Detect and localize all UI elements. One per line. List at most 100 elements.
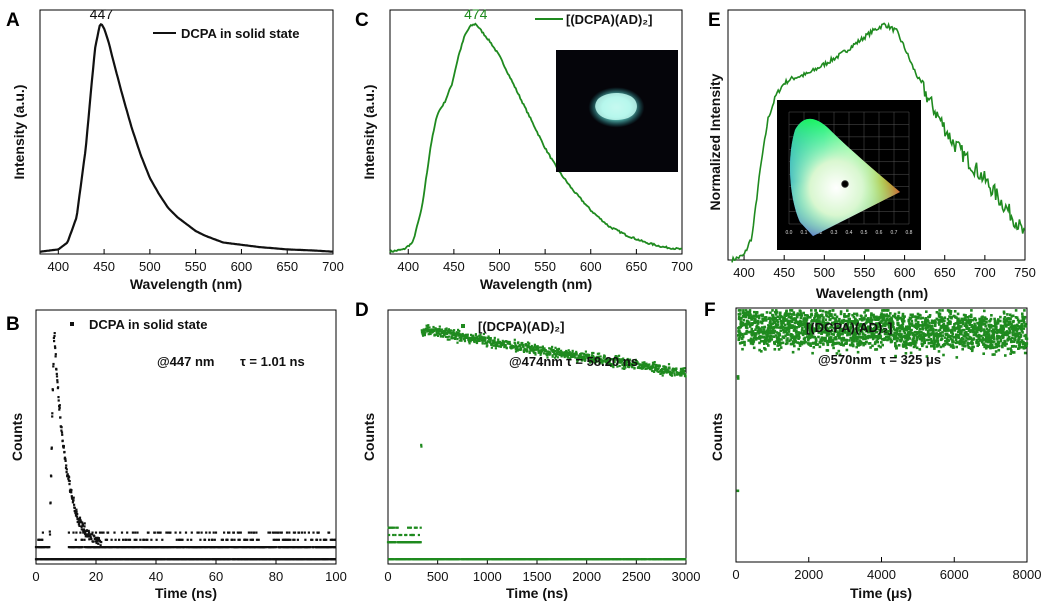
x-tick-label: 650: [934, 265, 956, 280]
decay-point: [918, 330, 921, 333]
decay-point: [1005, 342, 1008, 346]
decay-point: [787, 315, 791, 319]
decay-point: [226, 538, 229, 541]
decay-point: [769, 319, 772, 323]
decay-point: [957, 317, 960, 321]
decay-point: [463, 334, 466, 337]
decay-point: [772, 319, 775, 323]
decay-point: [785, 309, 788, 313]
decay-point: [818, 345, 822, 349]
decay-point: [492, 344, 495, 347]
decay-point: [831, 309, 835, 312]
decay-point: [578, 358, 581, 361]
decay-point: [923, 338, 926, 341]
decay-point: [493, 336, 496, 339]
decay-point: [970, 349, 974, 353]
decay-point: [881, 309, 884, 312]
decay-point: [813, 335, 817, 339]
decay-point: [879, 335, 883, 338]
decay-point: [775, 326, 778, 329]
decay-point: [945, 332, 949, 336]
x-tick-label: 6000: [940, 567, 969, 582]
decay-point: [634, 363, 637, 366]
decay-point: [801, 326, 804, 330]
decay-point: [947, 339, 951, 342]
decay-point: [205, 546, 208, 549]
decay-point: [752, 340, 756, 343]
decay-point: [58, 406, 61, 409]
decay-point: [959, 342, 963, 345]
decay-point: [534, 351, 537, 354]
decay-point: [533, 345, 536, 348]
decay-point: [928, 321, 931, 325]
decay-point: [910, 328, 913, 332]
decay-point: [651, 369, 654, 373]
decay-point: [936, 333, 939, 336]
decay-point: [737, 317, 741, 321]
x-tick-label: 700: [974, 265, 996, 280]
decay-point: [73, 506, 76, 510]
decay-point: [247, 531, 250, 534]
decay-point: [279, 558, 282, 561]
decay-point: [571, 351, 574, 354]
decay-point: [820, 329, 823, 333]
decay-point: [514, 342, 517, 345]
decay-point: [988, 319, 992, 322]
decay-point: [85, 529, 89, 532]
decay-point: [886, 318, 890, 322]
decay-point: [742, 309, 745, 312]
decay-point: [768, 326, 771, 330]
decay-point: [982, 352, 985, 355]
decay-point: [940, 320, 944, 323]
decay-point: [803, 321, 806, 324]
decay-point: [970, 315, 973, 318]
decay-point: [296, 538, 299, 541]
decay-point: [755, 324, 759, 328]
decay-point: [889, 337, 892, 340]
decay-point: [774, 313, 778, 316]
decay-point: [441, 331, 444, 334]
decay-point: [104, 538, 107, 541]
decay-point: [949, 320, 952, 324]
decay-point: [780, 325, 783, 329]
decay-point: [901, 343, 905, 346]
decay-point: [637, 362, 640, 365]
decay-point: [552, 348, 555, 352]
decay-point: [820, 336, 824, 339]
decay-point: [980, 334, 983, 338]
decay-point: [650, 365, 653, 368]
decay-point: [789, 342, 793, 346]
decay-point: [228, 558, 231, 561]
decay-point: [754, 338, 758, 341]
decay-point: [224, 558, 227, 561]
decay-point: [937, 318, 940, 322]
decay-point: [567, 349, 570, 352]
decay-point: [981, 323, 985, 326]
decay-point: [622, 357, 625, 360]
decay-point: [808, 334, 812, 337]
decay-point: [859, 322, 862, 326]
decay-point: [641, 558, 644, 561]
decay-point: [445, 329, 448, 332]
decay-point: [816, 323, 819, 327]
decay-point: [752, 317, 756, 320]
decay-point: [666, 368, 669, 371]
decay-point: [832, 333, 835, 336]
decay-point: [988, 340, 991, 343]
decay-point: [764, 319, 768, 322]
decay-point: [767, 344, 770, 347]
decay-point: [932, 320, 935, 323]
decay-point: [887, 309, 890, 312]
decay-point: [493, 339, 496, 342]
decay-point: [812, 329, 816, 333]
decay-point: [664, 369, 667, 372]
decay-point: [781, 325, 785, 329]
decay-point: [1006, 333, 1009, 337]
decay-point: [811, 319, 815, 323]
decay-point: [914, 322, 918, 326]
decay-point: [78, 516, 82, 519]
decay-point: [645, 367, 649, 370]
panel-c-spectrum-line: [389, 22, 683, 254]
decay-point: [231, 538, 234, 541]
decay-point: [848, 343, 852, 347]
